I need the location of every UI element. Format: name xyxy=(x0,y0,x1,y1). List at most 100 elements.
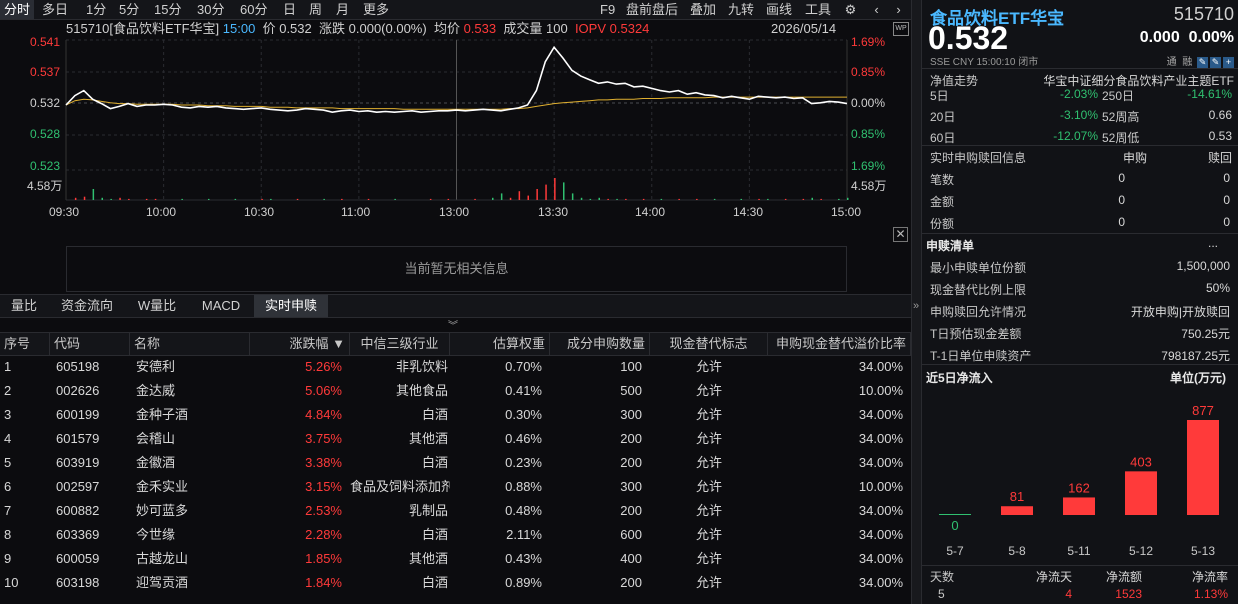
tb-30min[interactable]: 30分 xyxy=(197,2,225,17)
cell-industry: 白酒 xyxy=(421,407,448,422)
pane-divider[interactable]: » xyxy=(911,0,922,604)
volume-bar xyxy=(598,197,600,200)
table-row[interactable]: 4 601579 会稽山 3.75% 其他酒 0.46% 200 允许 34.00% xyxy=(0,427,911,451)
table-row[interactable]: 10 603198 迎驾贡酒 1.84% 白酒 0.89% 200 允许 34.00% xyxy=(0,571,911,595)
table-row[interactable]: 1 605198 安德利 5.26% 非乳饮料 0.70% 100 允许 34.00% xyxy=(0,355,911,379)
y-right-label: 0.85% xyxy=(851,65,886,79)
chart-date: 2026/05/14 xyxy=(771,21,837,36)
close-icon[interactable]: ✕ xyxy=(893,227,908,242)
volume-bar xyxy=(119,197,121,200)
col-industry[interactable]: 中信三级行业 xyxy=(350,333,450,355)
volume-bar xyxy=(811,197,813,200)
tb-day[interactable]: 日 xyxy=(283,2,297,17)
tb-multiday[interactable]: 多日 xyxy=(42,2,69,17)
tb-jiuzhuan[interactable]: 九转 xyxy=(728,2,755,17)
tb-60min[interactable]: 60分 xyxy=(240,2,268,17)
rt-red: 0 xyxy=(1223,171,1230,185)
cell-industry: 其他酒 xyxy=(408,551,448,566)
tb-f9[interactable]: F9 xyxy=(600,2,616,17)
tab-realtime-creation[interactable]: 实时申赎 xyxy=(254,295,328,317)
table-row[interactable]: 3 600199 金种子酒 4.84% 白酒 0.30% 300 允许 34.00% xyxy=(0,403,911,427)
volume-bar xyxy=(509,197,512,200)
intraday-chart[interactable] xyxy=(0,0,911,225)
col-name[interactable]: 名称 xyxy=(130,333,250,355)
volume-bar xyxy=(208,198,210,200)
edit-icon[interactable]: ✎ xyxy=(1197,57,1208,68)
tb-1min[interactable]: 1分 xyxy=(86,2,107,17)
chart-time: 15:00 xyxy=(222,21,256,36)
col-premium[interactable]: 申购现金替代溢价比率 xyxy=(768,333,911,355)
tb-week[interactable]: 周 xyxy=(309,2,323,17)
collapse-right-icon[interactable]: » xyxy=(913,300,920,312)
volume-bar xyxy=(571,193,574,200)
col-change[interactable]: 涨跌幅 ▼ xyxy=(250,333,350,355)
table-row[interactable]: 8 603369 今世缘 2.28% 白酒 2.11% 600 允许 34.00% xyxy=(0,523,911,547)
rt-label: 笔数 xyxy=(930,173,955,187)
chevron-left-icon[interactable]: ‹ xyxy=(874,2,879,17)
wp-icon[interactable]: WP xyxy=(893,22,909,36)
tab-volume-ratio[interactable]: 量比 xyxy=(10,298,37,313)
summary-label: 净流天 xyxy=(1035,570,1072,584)
volume-bar xyxy=(83,196,86,200)
cell-name: 妙可蓝多 xyxy=(136,503,189,518)
tb-prepost[interactable]: 盘前盘后 xyxy=(626,2,679,17)
perf-label: 250日 xyxy=(1102,89,1135,103)
volume-bar xyxy=(563,182,565,200)
pen-icon[interactable]: ✎ xyxy=(1210,57,1221,68)
col-cash-flag[interactable]: 现金替代标志 xyxy=(650,333,768,355)
tb-15min[interactable]: 15分 xyxy=(154,2,182,17)
cell-weight: 0.41% xyxy=(505,383,542,398)
collapse-icon[interactable]: ︾ xyxy=(448,321,458,332)
inflow-category-label: 5-7 xyxy=(946,544,964,558)
tab-macd[interactable]: MACD xyxy=(201,298,241,313)
cell-code: 600882 xyxy=(56,503,100,518)
col-weight[interactable]: 估算权重 xyxy=(450,333,550,355)
volume-bar xyxy=(518,191,521,200)
tb-intraday[interactable]: 分时 xyxy=(0,0,35,19)
y-left-label: 0.537 xyxy=(30,65,61,79)
table-row[interactable]: 9 600059 古越龙山 1.85% 其他酒 0.43% 400 允许 34.00% xyxy=(0,547,911,571)
x-label: 14:00 xyxy=(635,205,666,219)
settings-icon[interactable]: ⚙ xyxy=(844,2,857,17)
tab-w-volume-ratio[interactable]: W量比 xyxy=(137,298,177,313)
inflow-bar xyxy=(1125,471,1157,515)
summary-value: 5 xyxy=(938,587,945,601)
chevron-right-icon[interactable]: › xyxy=(896,2,901,17)
cell-seq: 1 xyxy=(4,359,12,374)
add-icon[interactable]: + xyxy=(1223,57,1234,68)
perf-label: 52周高 xyxy=(1102,110,1140,124)
tb-5min[interactable]: 5分 xyxy=(119,2,140,17)
volume-bar xyxy=(429,198,432,200)
tb-draw[interactable]: 画线 xyxy=(766,2,793,17)
pcf-more[interactable]: ... xyxy=(1207,236,1218,250)
inflow-category-label: 5-12 xyxy=(1129,544,1153,558)
tb-tools[interactable]: 工具 xyxy=(805,2,832,17)
cell-cash-flag: 允许 xyxy=(695,431,722,446)
rt-sub: 0 xyxy=(1118,215,1125,229)
cell-cash-flag: 允许 xyxy=(695,407,722,422)
table-row[interactable]: 5 603919 金徽酒 3.38% 白酒 0.23% 200 允许 34.00% xyxy=(0,451,911,475)
cell-seq: 5 xyxy=(4,455,12,470)
cell-weight: 0.70% xyxy=(505,359,542,374)
volume-bar xyxy=(154,198,157,200)
tb-month[interactable]: 月 xyxy=(336,2,350,17)
tab-capital-flow[interactable]: 资金流向 xyxy=(60,298,113,313)
col-code[interactable]: 代码 xyxy=(50,333,130,355)
volume-bar xyxy=(500,193,503,200)
tb-more[interactable]: 更多 xyxy=(363,2,390,17)
cell-change: 5.06% xyxy=(305,383,342,398)
table-row[interactable]: 7 600882 妙可蓝多 2.53% 乳制品 0.48% 200 允许 34.00% xyxy=(0,499,911,523)
col-seq[interactable]: 序号 xyxy=(0,333,50,355)
cell-weight: 0.88% xyxy=(505,479,542,494)
summary-value: 1523 xyxy=(1115,587,1142,601)
summary-value: 4 xyxy=(1065,587,1072,601)
avg-label: 均价 xyxy=(433,21,460,36)
table-row[interactable]: 2 002626 金达威 5.06% 其他食品 0.41% 500 允许 10.00% xyxy=(0,379,911,403)
x-label: 14:30 xyxy=(733,205,764,219)
x-label: 10:30 xyxy=(244,205,275,219)
col-qty[interactable]: 成分申购数量 xyxy=(550,333,650,355)
tb-overlay[interactable]: 叠加 xyxy=(690,2,717,17)
table-row[interactable]: 6 002597 金禾实业 3.15% 食品及饲料添加剂 0.88% 300 允许 10.00% xyxy=(0,475,911,499)
volume-bar xyxy=(589,198,592,200)
cell-qty: 300 xyxy=(620,407,642,422)
